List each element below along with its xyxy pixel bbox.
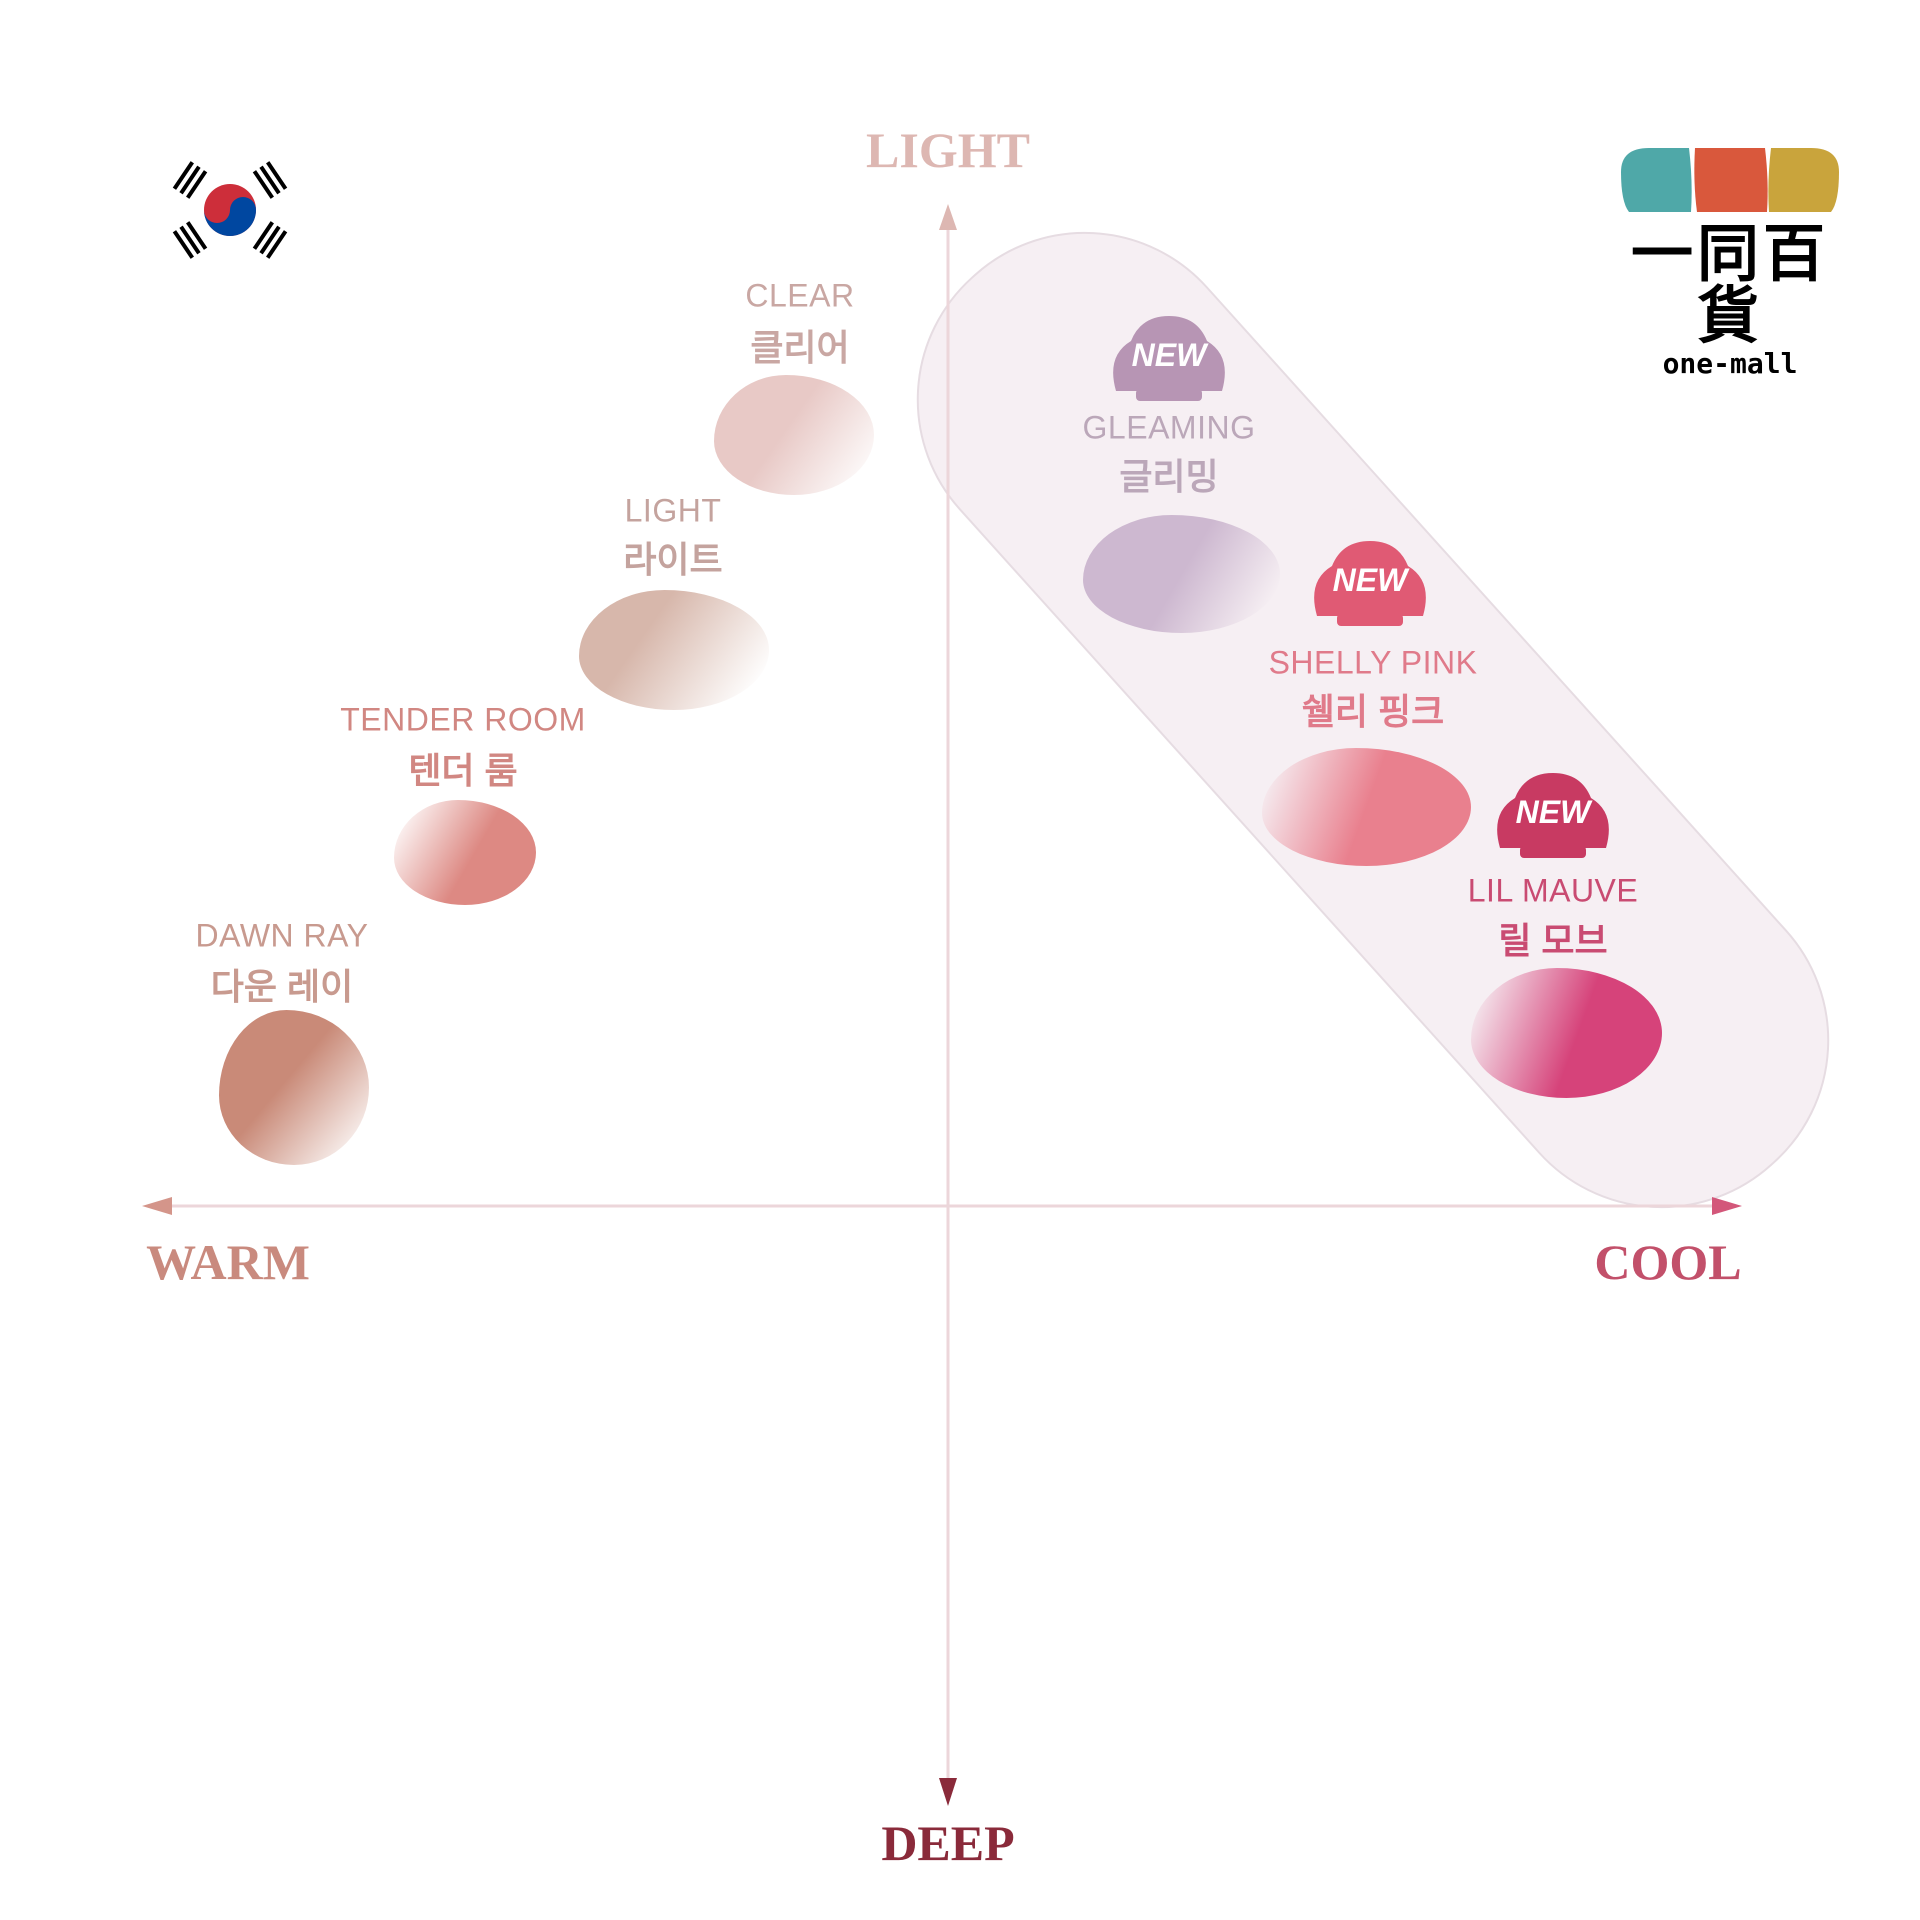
deep-arrow-icon [939,1778,957,1806]
axis-label-cool: COOL [1594,1234,1742,1290]
shade-name-en: TENDER ROOM [340,701,586,738]
new-badge-icon: NEW [1113,316,1225,401]
warm-arrow-icon [142,1197,172,1215]
cool-arrow-icon [1712,1197,1742,1215]
logo-en-text: one-mall [1662,347,1798,380]
shade-name-en: GLEAMING [1082,409,1256,446]
new-badge-label: NEW [1516,794,1593,830]
logo-cn-text: 一同百貨 [1630,217,1829,352]
swatch-tender-room [394,800,536,905]
axis-label-warm: WARM [146,1234,310,1290]
shade-name-ko: 글리밍 [1119,456,1219,497]
one-mall-logo: 一同百貨 one-mall [1619,142,1841,392]
shade-name-en: CLEAR [745,277,855,314]
swatch-lil-mauve [1471,968,1662,1098]
swatch-dawn-ray [219,1010,369,1165]
swatch-clear [714,375,874,495]
new-badge-label: NEW [1333,562,1410,598]
shade-name-ko: 텐더 룸 [408,750,518,791]
shade-name-ko: 쉘리 핑크 [1301,691,1445,732]
shade-name-en: LIL MAUVE [1467,872,1639,909]
swatch-gleaming [1083,515,1280,633]
south-korea-flag-icon [172,161,288,259]
shade-name-en: LIGHT [624,492,722,529]
shade-name-ko: 라이트 [623,539,723,580]
shade-name-ko: 클리어 [750,327,850,368]
shade-name-ko: 릴 모브 [1498,920,1608,961]
swatch-light [579,590,769,710]
swatch-shelly-pink [1262,748,1471,866]
axis-label-deep: DEEP [881,1815,1015,1871]
light-arrow-icon [939,204,957,230]
axis-label-light: LIGHT [866,122,1030,178]
new-badge-label: NEW [1132,337,1209,373]
shade-name-en: SHELLY PINK [1268,644,1478,681]
new-badge-icon: NEW [1314,541,1426,626]
shade-name-en: DAWN RAY [195,917,369,954]
logo-awning-icon [1621,148,1839,212]
shade-name-ko: 다운 레이 [210,966,354,1007]
new-badge-icon: NEW [1497,773,1609,858]
